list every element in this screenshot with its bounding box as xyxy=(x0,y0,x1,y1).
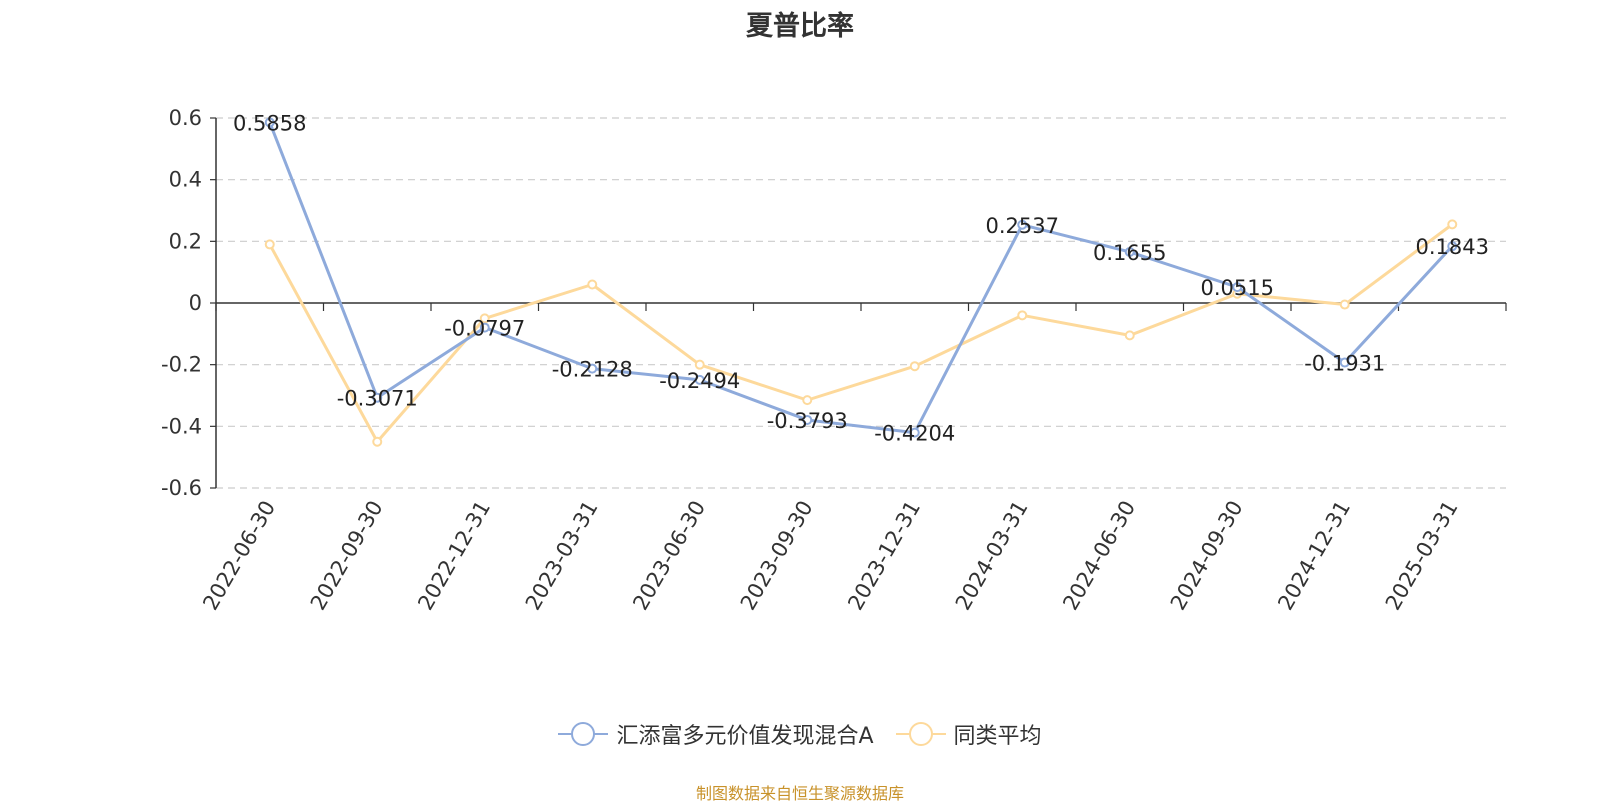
series-a-point xyxy=(1447,241,1458,252)
y-tick-label: -0.4 xyxy=(161,414,202,438)
y-tick-label: 0.6 xyxy=(169,106,202,130)
data-label: -0.0797 xyxy=(444,317,525,341)
x-tick-label: 2025-03-31 xyxy=(1381,497,1463,615)
y-tick-label: 0.4 xyxy=(169,168,202,192)
chart-title: 夏普比率 xyxy=(746,11,854,42)
series-b-point xyxy=(372,436,383,447)
series-b-point xyxy=(1124,330,1135,341)
series-a-point xyxy=(1124,246,1135,257)
data-label: -0.2494 xyxy=(659,369,740,393)
series-a-point xyxy=(802,414,813,425)
x-tick-label: 2023-03-31 xyxy=(521,497,603,615)
series-a-point xyxy=(587,363,598,374)
data-label: 0.0515 xyxy=(1201,276,1274,300)
series-a-point xyxy=(1339,357,1350,368)
data-label: -0.3071 xyxy=(337,387,418,411)
series-b-point xyxy=(802,395,813,406)
data-label: -0.4204 xyxy=(874,422,955,446)
series-b-point xyxy=(1447,219,1458,230)
data-label: -0.2128 xyxy=(552,358,633,382)
series-a-point xyxy=(694,374,705,385)
x-tick-label: 2024-03-31 xyxy=(951,497,1033,615)
series-a-point xyxy=(1232,282,1243,293)
series-b-point xyxy=(264,239,275,250)
x-tick-label: 2023-12-31 xyxy=(843,497,925,615)
series-a-point xyxy=(1017,219,1028,230)
legend: 汇添富多元价值发现混合A 同类平均 xyxy=(0,718,1600,750)
data-label: -0.3793 xyxy=(767,409,848,433)
y-tick-label: 0 xyxy=(189,291,202,315)
series-b-point xyxy=(1339,299,1350,310)
y-tick-label: -0.6 xyxy=(161,476,202,500)
y-tick-label: 0.2 xyxy=(169,229,202,253)
legend-label-series-b: 同类平均 xyxy=(953,724,1042,749)
series-b-point xyxy=(909,361,920,372)
legend-item-series-b[interactable]: 同类平均 xyxy=(895,718,1042,750)
series-b-point xyxy=(587,279,598,290)
x-tick-label: 2023-09-30 xyxy=(736,497,818,615)
legend-marker-series-a xyxy=(558,722,609,746)
data-label: 0.1655 xyxy=(1093,241,1166,265)
series-b-point xyxy=(1017,310,1028,321)
data-label: 0.2537 xyxy=(986,214,1059,238)
series-a-line xyxy=(268,121,1454,435)
x-tick-label: 2024-06-30 xyxy=(1058,497,1140,615)
x-tick-label: 2022-09-30 xyxy=(306,497,388,615)
legend-label-series-a: 汇添富多元价值发现混合A xyxy=(616,724,874,749)
source-footer: 制图数据来自恒生聚源数据库 xyxy=(695,784,904,803)
legend-marker-series-b xyxy=(895,722,946,746)
series-a-point xyxy=(372,392,383,403)
x-tick-label: 2023-06-30 xyxy=(628,497,710,615)
series-a-point xyxy=(909,427,920,438)
series-b-point xyxy=(479,313,490,324)
y-tick-label: -0.2 xyxy=(161,353,202,377)
x-tick-label: 2024-12-31 xyxy=(1273,497,1355,615)
series-b-point xyxy=(694,359,705,370)
data-label: 0.5858 xyxy=(233,111,306,135)
x-tick-label: 2024-09-30 xyxy=(1166,497,1248,615)
series-a-point xyxy=(264,117,275,128)
series-a-point xyxy=(479,322,490,333)
x-tick-label: 2022-12-31 xyxy=(413,497,495,615)
data-label: 0.1843 xyxy=(1416,235,1489,259)
data-label: -0.1931 xyxy=(1304,352,1385,376)
x-tick-label: 2022-06-30 xyxy=(198,497,280,615)
legend-item-series-a[interactable]: 汇添富多元价值发现混合A xyxy=(558,718,874,750)
